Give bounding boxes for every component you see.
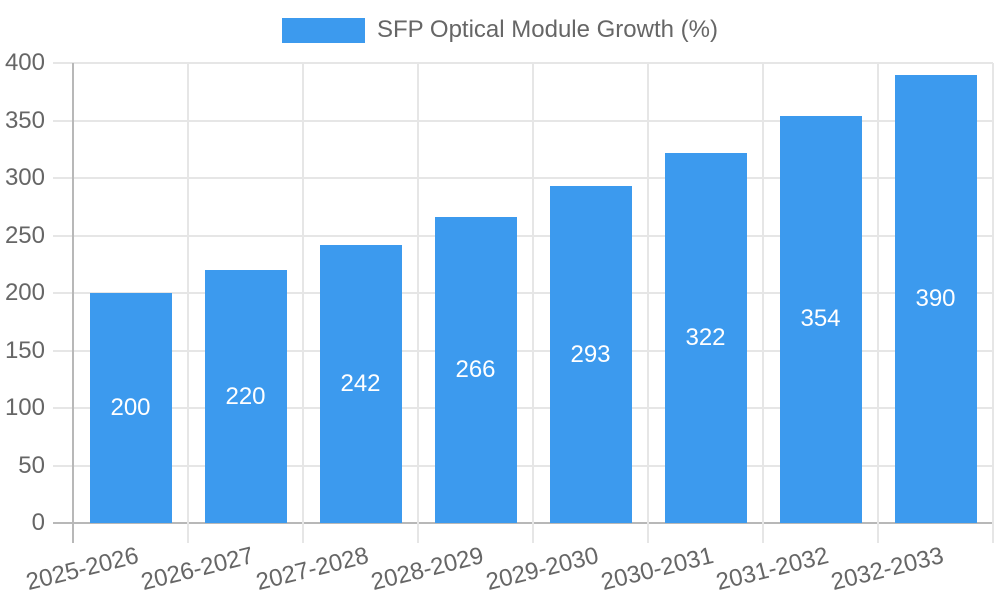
- y-axis-line: [72, 63, 74, 543]
- bar-value-label: 322: [685, 323, 726, 351]
- x-gridline: [187, 63, 189, 543]
- y-gridline: [53, 464, 993, 467]
- bar[interactable]: [549, 186, 632, 523]
- x-gridline: [417, 63, 419, 543]
- x-axis-tick-label: 2031-2032: [712, 542, 831, 596]
- y-gridline: [53, 407, 993, 409]
- y-gridline: [53, 292, 993, 294]
- bar[interactable]: [779, 115, 862, 523]
- y-gridline: [53, 177, 993, 179]
- x-axis-tick-label: 2029-2030: [482, 542, 601, 596]
- y-axis-tick-label: 0: [31, 509, 45, 536]
- bar[interactable]: [319, 244, 402, 523]
- legend-label: SFP Optical Module Growth (%): [376, 16, 718, 43]
- bar-value-label: 354: [800, 305, 841, 333]
- x-gridline: [877, 63, 879, 543]
- bar[interactable]: [89, 293, 172, 523]
- y-gridline: [53, 62, 993, 64]
- x-axis-tick-label: 2030-2031: [597, 542, 716, 596]
- y-gridline: [53, 234, 993, 237]
- bar-value-label: 242: [340, 369, 381, 397]
- x-axis-line: [53, 522, 993, 524]
- x-axis-tick-label: 2025-2026: [22, 542, 141, 596]
- chart-legend[interactable]: SFP Optical Module Growth (%): [0, 17, 1000, 43]
- bar-value-label: 266: [455, 356, 496, 384]
- bar-value-label: 200: [110, 394, 151, 421]
- bar[interactable]: [204, 270, 287, 523]
- x-axis-tick-label: 2026-2027: [137, 542, 256, 596]
- y-gridline: [53, 119, 993, 122]
- x-gridline: [302, 63, 304, 543]
- y-axis-tick-label: 50: [18, 451, 45, 479]
- y-axis-tick-label: 300: [4, 164, 45, 191]
- y-axis-tick-label: 350: [4, 106, 45, 134]
- bar-value-label: 220: [225, 382, 266, 410]
- x-axis-tick-label: 2027-2028: [252, 542, 371, 596]
- y-axis-tick-label: 150: [4, 336, 45, 364]
- x-gridline: [532, 63, 534, 543]
- plot-area: 0 50 100 150 200 250 300 350 400 200 2025-2026 220 2…: [5, 51, 994, 596]
- x-gridline: [647, 63, 649, 543]
- y-axis-tick-label: 200: [4, 279, 45, 306]
- y-gridline: [53, 349, 993, 352]
- y-axis-tick-label: 250: [4, 221, 45, 249]
- bar[interactable]: [434, 217, 517, 523]
- x-gridline: [992, 63, 994, 543]
- y-axis-tick-label: 100: [4, 394, 45, 421]
- x-axis-tick-label: 2032-2033: [827, 542, 946, 596]
- x-axis-tick-label: 2028-2029: [367, 542, 486, 596]
- x-gridline: [762, 63, 764, 543]
- bar[interactable]: [894, 74, 977, 523]
- legend-swatch-icon: [281, 17, 365, 43]
- bar-value-label: 293: [570, 340, 611, 368]
- bar-value-label: 390: [915, 284, 956, 312]
- bar[interactable]: [664, 152, 747, 523]
- y-axis-tick-label: 400: [4, 49, 45, 76]
